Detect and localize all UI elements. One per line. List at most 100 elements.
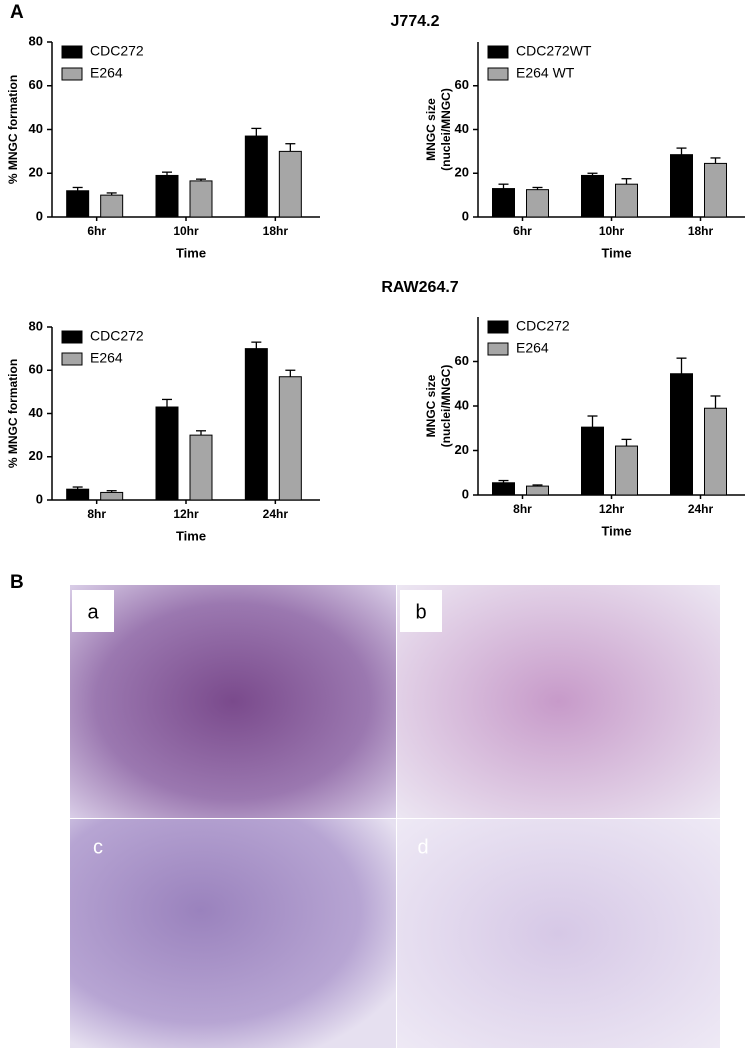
bar <box>670 154 693 218</box>
x-tick-label: 18hr <box>263 224 289 238</box>
image-label: c <box>93 836 103 858</box>
bar <box>189 180 213 218</box>
x-tick-label: 10hr <box>173 224 199 238</box>
error-bar <box>106 192 117 196</box>
image-label: d <box>417 836 428 858</box>
legend-swatch <box>61 352 83 366</box>
x-tick-label: 8hr <box>513 502 532 516</box>
y-tick-label: 20 <box>455 165 469 180</box>
error-bar <box>251 127 262 137</box>
bar <box>526 485 549 496</box>
x-tick-label: 24hr <box>263 507 289 521</box>
image-label: b <box>415 601 426 623</box>
bar <box>278 150 302 218</box>
y-axis-label: MNGC size <box>424 98 438 161</box>
error-bar <box>285 369 296 377</box>
x-axis-label: Time <box>176 528 206 543</box>
error-bar <box>72 186 83 191</box>
error-bar <box>72 486 83 490</box>
legend-label: CDC272WT <box>516 43 592 59</box>
bar <box>189 434 213 501</box>
bar <box>492 482 515 496</box>
y-tick-label: 20 <box>29 165 43 180</box>
legend-swatch <box>487 342 509 356</box>
section-title: J774.2 <box>391 13 440 30</box>
legend-label: E264 <box>516 340 549 356</box>
y-tick-label: 40 <box>455 121 469 136</box>
y-tick-label: 40 <box>455 397 469 412</box>
error-bar <box>587 415 598 428</box>
error-bar <box>196 430 206 436</box>
y-tick-label: 0 <box>462 208 469 223</box>
y-tick-label: 40 <box>29 405 43 420</box>
legend-swatch <box>487 45 509 59</box>
bar <box>670 373 693 496</box>
y-tick-label: 0 <box>36 208 43 223</box>
bar <box>615 445 638 496</box>
x-tick-label: 18hr <box>688 224 714 238</box>
x-tick-label: 6hr <box>513 224 532 238</box>
legend-swatch <box>61 330 83 344</box>
legend-label: E264 <box>90 65 123 81</box>
error-bar <box>621 178 632 185</box>
section-title: RAW264.7 <box>381 279 458 296</box>
y-tick-label: 0 <box>462 486 469 501</box>
error-bar <box>710 157 721 164</box>
image-label-box <box>400 590 442 632</box>
bar <box>526 189 549 218</box>
bar <box>581 174 604 218</box>
x-axis-label: Time <box>176 245 206 260</box>
image-label: a <box>87 601 99 623</box>
panel-label: A <box>10 2 24 23</box>
x-tick-label: 10hr <box>599 224 625 238</box>
bar <box>100 491 124 501</box>
panel-label: B <box>10 572 24 593</box>
error-bar <box>106 490 117 493</box>
bar <box>704 407 727 496</box>
error-bar <box>587 172 598 176</box>
legend-label: E264 <box>90 350 123 366</box>
micrograph <box>70 819 396 1048</box>
bar <box>244 135 268 218</box>
bar <box>66 488 90 501</box>
bar <box>615 183 638 218</box>
error-bar <box>498 183 509 189</box>
x-tick-label: 24hr <box>688 502 714 516</box>
legend-swatch <box>487 320 509 334</box>
legend-swatch <box>61 67 83 81</box>
y-tick-label: 60 <box>455 77 469 92</box>
x-axis-label: Time <box>601 523 631 538</box>
y-tick-label: 60 <box>455 353 469 368</box>
x-tick-label: 12hr <box>173 507 199 521</box>
y-tick-label: 80 <box>29 33 43 48</box>
y-tick-label: 60 <box>29 77 43 92</box>
error-bar <box>532 186 543 190</box>
micrograph <box>397 585 720 818</box>
y-tick-label: 20 <box>455 442 469 457</box>
error-bar <box>710 395 721 409</box>
x-tick-label: 6hr <box>87 224 106 238</box>
legend-label: CDC272 <box>90 328 144 344</box>
error-bar <box>196 178 206 181</box>
bar <box>100 194 124 218</box>
error-bar <box>676 147 687 155</box>
y-tick-label: 40 <box>29 121 43 136</box>
legend-swatch <box>487 67 509 81</box>
y-tick-label: 80 <box>29 318 43 333</box>
legend-swatch <box>61 45 83 59</box>
micrograph <box>397 819 720 1048</box>
legend-label: CDC272 <box>90 43 144 59</box>
y-axis-label: (nuclei/MNGC) <box>439 88 453 171</box>
y-tick-label: 0 <box>36 491 43 506</box>
y-tick-label: 20 <box>29 448 43 463</box>
bar <box>704 162 727 218</box>
error-bar <box>162 398 172 408</box>
bar <box>278 376 302 501</box>
error-bar <box>621 438 632 447</box>
error-bar <box>532 484 543 487</box>
error-bar <box>498 479 509 483</box>
y-axis-label: % MNGC formation <box>6 359 20 468</box>
bar <box>155 174 179 218</box>
error-bar <box>285 143 296 152</box>
